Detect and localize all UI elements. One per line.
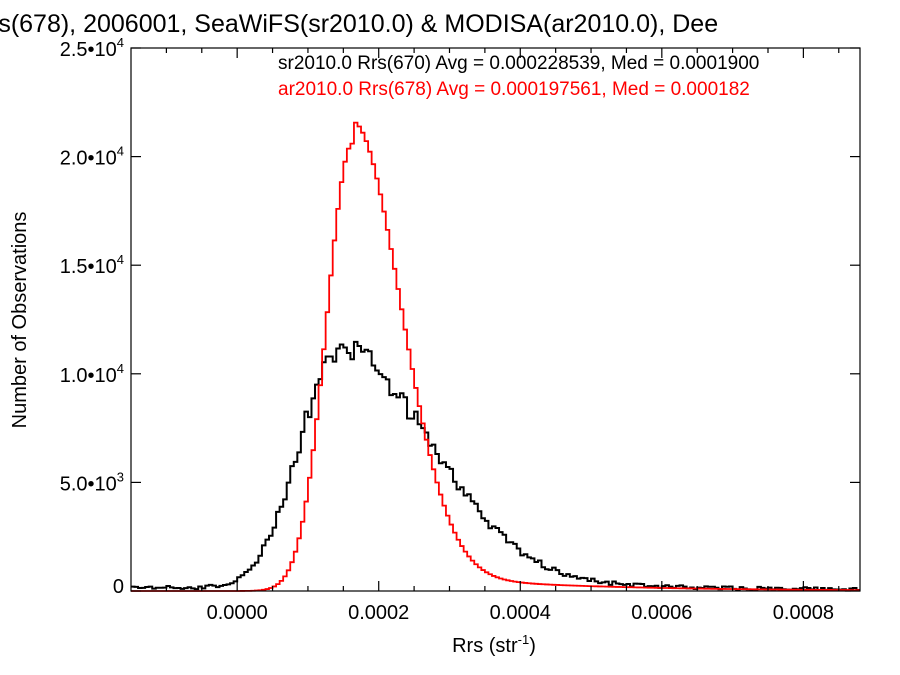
y-tick-label-2: 1.0•104: [60, 361, 124, 387]
y-tick-label-mantissa: 0: [113, 576, 124, 598]
x-tick-label-1: 0.0002: [348, 602, 409, 624]
y-tick-label-exponent: 4: [117, 252, 124, 267]
y-tick-label-mantissa: 2.0•10: [60, 148, 117, 170]
y-axis-title: Number of Observations: [9, 212, 31, 429]
legend-entry-ar2010: ar2010.0 Rrs(678) Avg = 0.000197561, Med…: [278, 79, 750, 100]
y-tick-label-mantissa: 1.5•10: [60, 256, 117, 278]
histogram-series-1: [131, 121, 860, 592]
x-tick-label-3: 0.0006: [631, 602, 692, 624]
y-tick-label-exponent: 3: [117, 469, 124, 484]
y-tick-label-mantissa: 5.0•10: [60, 473, 117, 495]
legend-entry-sr2010: sr2010.0 Rrs(670) Avg = 0.000228539, Med…: [278, 53, 759, 74]
x-tick-label-0: 0.0000: [207, 602, 268, 624]
x-axis-title-main: Rrs (str: [452, 635, 518, 657]
plot-area: [131, 121, 860, 592]
y-tick-label-exponent: 4: [117, 144, 124, 159]
x-axis-title: Rrs (str-1): [452, 632, 536, 657]
y-tick-label-4: 2.0•104: [60, 144, 124, 170]
x-tick-label-4: 0.0008: [773, 602, 834, 624]
y-tick-label-1: 5.0•103: [60, 469, 124, 495]
histogram-series-0: [131, 340, 860, 592]
legend: sr2010.0 Rrs(670) Avg = 0.000228539, Med…: [278, 53, 759, 100]
y-tick-label-exponent: 4: [117, 35, 124, 50]
x-tick-label-2: 0.0004: [490, 602, 551, 624]
y-tick-label-mantissa: 2.5•10: [60, 39, 117, 61]
y-tick-label-0: 0: [113, 576, 124, 598]
y-tick-label-3: 1.5•104: [60, 252, 124, 278]
plot-frame: [130, 47, 861, 592]
y-tick-label-exponent: 4: [117, 361, 124, 376]
chart-title: rs(678), 2006001, SeaWiFS(sr2010.0) & MO…: [0, 10, 718, 38]
x-axis-title-end: ): [529, 635, 536, 657]
x-axis: 0.0000 0.0002 0.0004 0.0006 0.0008: [165, 48, 840, 624]
y-tick-label-5: 2.5•104: [60, 35, 124, 61]
y-tick-label-mantissa: 1.0•10: [60, 365, 117, 387]
x-axis-title-sup: -1: [518, 632, 530, 647]
